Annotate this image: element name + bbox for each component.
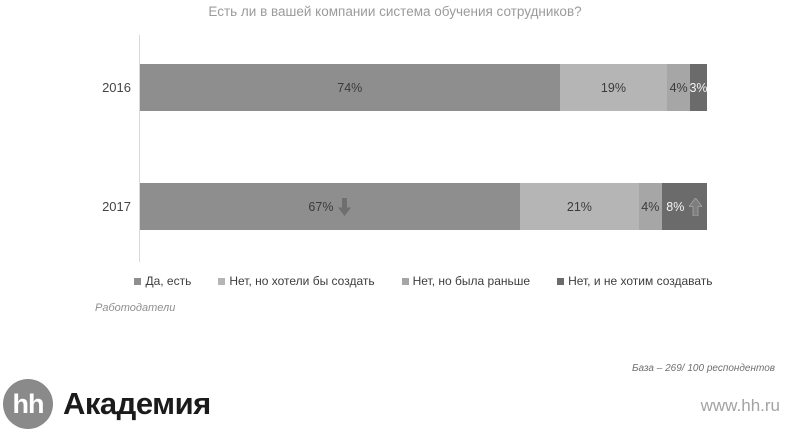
hh-academy-logo: hh Академия — [3, 379, 211, 429]
legend-item: Да, есть — [134, 274, 191, 288]
bar-segment: 4% — [638, 183, 662, 230]
bar-segment: 19% — [559, 64, 668, 111]
value-label: 4% — [641, 199, 660, 214]
bar-segment: 4% — [667, 64, 690, 111]
hh-logo-icon: hh — [3, 379, 53, 429]
legend-swatch-icon — [134, 277, 142, 285]
value-label: 21% — [566, 199, 592, 214]
legend-label: Да, есть — [145, 274, 192, 288]
trend-down-icon — [338, 197, 352, 216]
legend-label: Нет, но хотели бы создать — [229, 274, 375, 288]
value-label: 67% — [308, 199, 334, 214]
site-url: www.hh.ru — [700, 396, 780, 415]
bar-segment: 8% — [661, 183, 707, 230]
chart-title: Есть ли в вашей компании система обучени… — [208, 4, 582, 19]
bar-segment: 21% — [519, 183, 639, 230]
sample-base-note: База – 269/ 100 респондентов — [632, 363, 775, 374]
bar-segment: 67% — [140, 183, 520, 230]
brand-name: Академия — [63, 386, 211, 421]
category-label: 2016 — [102, 79, 131, 95]
trend-up-icon — [689, 197, 703, 216]
legend-item: Нет, и не хотим создавать — [557, 274, 713, 288]
legend-label: Нет, но была раньше — [412, 274, 531, 288]
legend-label: Нет, и не хотим создавать — [568, 274, 713, 288]
legend-swatch-icon — [218, 277, 226, 285]
category-label: 2017 — [102, 198, 131, 214]
legend-item: Нет, но была раньше — [401, 274, 531, 288]
bar-segment: 3% — [689, 64, 708, 111]
value-label: 19% — [600, 80, 626, 95]
audience-label: Работодатели — [95, 302, 176, 314]
value-label: 74% — [337, 80, 363, 95]
y-axis-line — [139, 35, 140, 262]
value-label: 4% — [669, 80, 688, 95]
legend-swatch-icon — [557, 277, 565, 285]
value-label: 8% — [666, 199, 685, 214]
legend-item: Нет, но хотели бы создать — [218, 274, 375, 288]
bar-segment: 74% — [140, 64, 560, 111]
legend-swatch-icon — [401, 277, 409, 285]
value-label: 3% — [689, 80, 708, 95]
chart-legend: Да, есть Нет, но хотели бы создать Нет, но… — [134, 274, 713, 288]
